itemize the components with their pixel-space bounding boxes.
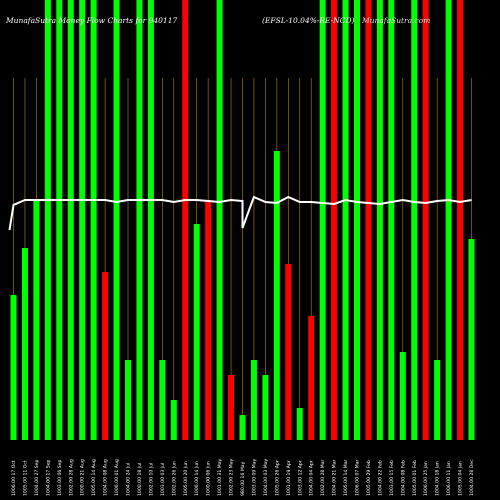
- bar: [33, 200, 40, 440]
- x-tick-label: 1004.00 18 Jan: [435, 461, 441, 496]
- chart-title: MunafaSutra Money Flow Charts for 940117: [5, 16, 177, 25]
- x-tick-label: 1000.00 06 Jun: [206, 461, 212, 496]
- x-tick-label: 1001.00 19 Apr: [286, 460, 292, 496]
- x-tick-label: 1005.00 04 Jan: [458, 461, 464, 496]
- x-tick-label: 1002.00 10 Jul: [148, 463, 154, 496]
- bar: [79, 0, 86, 440]
- bar: [411, 0, 418, 440]
- watermark: MunafaSutra.com: [361, 16, 430, 25]
- bar: [228, 375, 235, 440]
- bar: [170, 400, 177, 440]
- x-tick-label: 1004.00 17 Sep: [45, 459, 51, 496]
- x-tick-label: 1005.00 01 Feb: [412, 460, 418, 496]
- x-tick-label: 1002.00 26 Jun: [171, 461, 177, 496]
- x-tick-label: 1000.00 18 Jul: [137, 463, 143, 496]
- x-tick-label: 1005.00 14 Aug: [91, 459, 97, 496]
- x-tick-label: 1004.00 08 Aug: [103, 459, 109, 496]
- x-tick-label: 1003.00 15 Feb: [389, 460, 395, 496]
- x-tick-label: 1006.00 14 Jun: [194, 461, 200, 496]
- x-tick-label: 1002.00 28 Aug: [68, 459, 74, 496]
- x-tick-label: 1004.00 22 Feb: [377, 460, 383, 496]
- bar: [399, 352, 406, 440]
- bar: [273, 151, 280, 440]
- x-tick-label: 1004.00 27 Sep: [34, 459, 40, 496]
- bar: [193, 224, 200, 440]
- bar: [159, 360, 166, 440]
- bar: [445, 0, 452, 440]
- bars-group: [10, 0, 475, 440]
- bar: [44, 0, 51, 440]
- bar: [354, 0, 360, 440]
- x-tick-label: 1003.00 12 Apr: [297, 460, 303, 496]
- bar: [67, 0, 74, 440]
- bar: [182, 0, 189, 440]
- x-tick-label: 1006.00 25 Jan: [423, 461, 429, 496]
- x-tick-label: 1004.00 21 Mar: [332, 459, 338, 496]
- x-tick-label: 1003.00 06 Sep: [57, 459, 63, 496]
- x-tick-label: 1006.00 01 Aug: [114, 459, 120, 496]
- x-tick-label: 1002.00 28 Mar: [320, 459, 326, 496]
- x-tick-label: 1001.00 31 May: [217, 458, 223, 496]
- x-tick-label: 980.00 16 May: [240, 461, 246, 496]
- bar: [434, 360, 441, 440]
- bar: [296, 408, 303, 440]
- x-tick-label: 1006.00 11 Jan: [446, 461, 452, 496]
- x-tick-label: 1004.00 08 Feb: [400, 460, 406, 496]
- line-group: [8, 195, 472, 231]
- x-tick-label: 1002.00 23 May: [229, 458, 235, 496]
- x-tick-label: 1005.00 20 Jun: [183, 461, 189, 496]
- bar: [205, 200, 212, 440]
- bar: [376, 0, 383, 440]
- bar: [468, 239, 475, 440]
- bar: [319, 0, 326, 440]
- bar: [56, 0, 63, 440]
- x-tick-label: 1005.00 11 Oct: [22, 460, 28, 496]
- bar: [457, 0, 464, 440]
- bar: [262, 375, 269, 440]
- bar: [21, 248, 28, 440]
- chart-subtitle: (EFSL-10.04%-RE-NCD): [262, 16, 354, 25]
- x-tick-label: 1005.00 14 Mar: [343, 459, 349, 496]
- series-line: [8, 195, 472, 231]
- bar: [250, 360, 257, 440]
- bar: [102, 272, 109, 440]
- bar: [342, 0, 349, 440]
- bar: [422, 0, 429, 440]
- x-tick-label: 1004.00 28 Dec: [469, 459, 475, 496]
- bar: [216, 0, 223, 440]
- bar: [388, 0, 395, 440]
- bar: [365, 0, 372, 440]
- x-tick-labels: 1006.00 17 Oct 1005.00 11 Oct 1004.00 27 S…: [11, 458, 475, 496]
- x-tick-label: 1000.00 21 Aug: [80, 459, 86, 496]
- bar: [113, 0, 120, 440]
- bar: [125, 360, 131, 440]
- bar: [308, 316, 315, 440]
- x-tick-label: 1003.00 09 May: [251, 458, 257, 496]
- x-tick-label: 1005.00 26 Apr: [274, 460, 280, 496]
- x-tick-label: 1006.00 17 Oct: [11, 460, 17, 496]
- bar: [147, 0, 154, 440]
- x-tick-label: 1006.00 07 Mar: [355, 459, 361, 496]
- bar: [331, 0, 338, 440]
- x-tick-label: 1004.00 03 May: [263, 458, 269, 496]
- x-tick-label: 1005.00 29 Feb: [366, 460, 372, 496]
- bar: [285, 264, 292, 440]
- x-tick-label: 1004.00 24 Jul: [126, 463, 132, 496]
- x-tick-label: 1004.00 04 Apr: [309, 460, 315, 496]
- bar: [90, 0, 97, 440]
- bar: [10, 295, 17, 440]
- x-tick-label: 1003.00 03 Jul: [160, 463, 166, 496]
- bar: [136, 0, 143, 440]
- bar: [239, 415, 246, 440]
